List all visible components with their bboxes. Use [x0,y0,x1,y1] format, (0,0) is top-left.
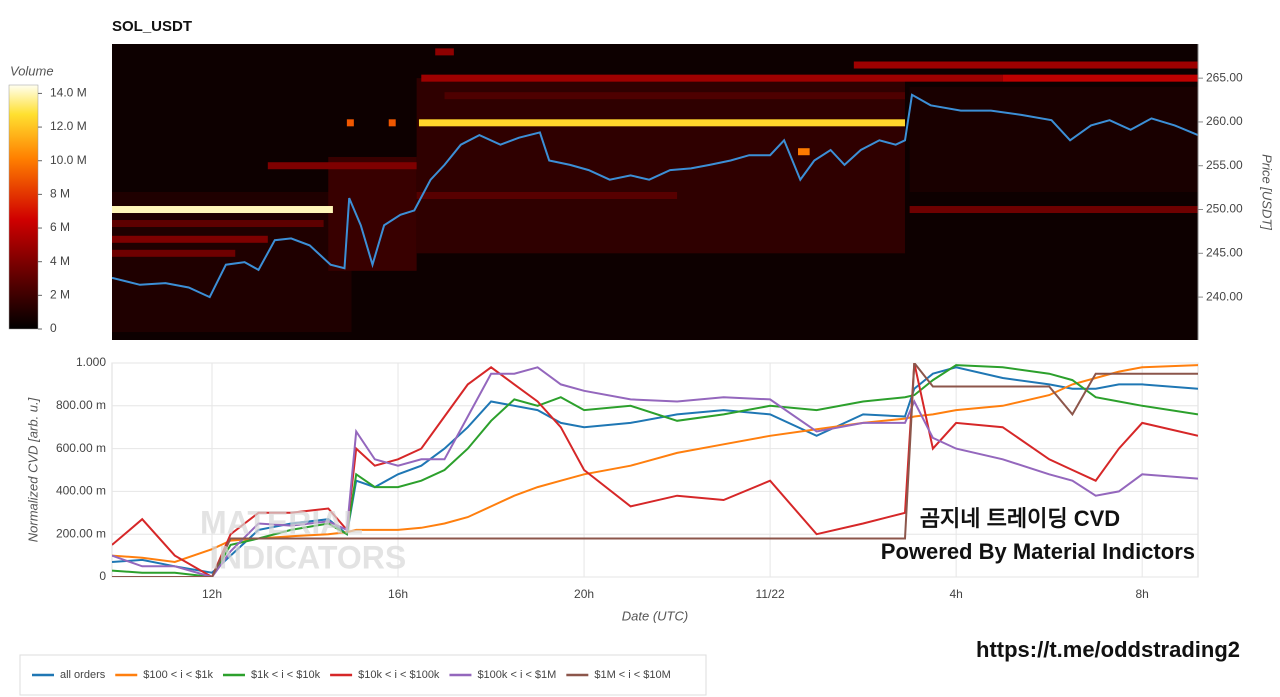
y-tick-label: 245.00 [1206,245,1243,259]
heatmap-cell [112,206,333,214]
y-tick-label: 400.00 m [56,484,106,498]
colorbar: 0 2 M 4 M 6 M 8 M 10.0 M 12.0 M 14.0 M [8,84,87,335]
legend-label: all orders [60,669,106,681]
heatmap-cell [909,206,1198,214]
y-tick-label: 260.00 [1206,114,1243,128]
annotation: Powered By Material Indictors [881,539,1195,564]
y-tick-label: 265.00 [1206,70,1243,84]
plot-area [111,362,1199,578]
colorbar-tick-label: 14.0 M [50,86,87,100]
y-tick-label: 1.000 [76,355,106,369]
y-tick-label: 240.00 [1206,289,1243,303]
x-tick-label: 16h [388,587,408,601]
colorbar-gradient [8,84,39,330]
y-tick-label: 200.00 m [56,526,106,540]
legend: all orders $100 < i < $1k $1k < i < $10k $1… [32,669,671,681]
annotation: 곰지네 트레이딩 CVD [920,506,1120,531]
x-tick-label: 20h [574,587,594,601]
x-tick-label: 4h [949,587,962,601]
cvd-line [112,366,1198,574]
series-group [112,363,1198,577]
annotation: https://t.me/oddstrading2 [976,637,1240,662]
y-tick-label: 0 [99,569,106,583]
heatmap [112,48,1198,333]
y-axis-title: Normalized CVD [arb. u.] [25,397,40,542]
cvd-line [112,363,1198,577]
chart-title: SOL_USDT [112,18,192,35]
heatmap-cell [435,48,454,56]
cvd-line [112,366,1198,577]
heatmap-cell [388,119,396,127]
heatmap-cell [909,86,1198,192]
colorbar-tick-label: 2 M [50,288,70,302]
heatmap-cell [416,192,678,200]
colorbar-tick-label: 4 M [50,254,70,268]
price-line [112,93,1198,299]
legend-label: $100k < i < $1M [477,669,556,681]
heatmap-cell [267,162,417,170]
heatmap-cell [416,78,905,254]
cvd-plot: 12h 16h 20h 11/22 4h 8h 0 200.00 m 400.00 m 600.0… [56,355,1198,601]
cvd-line [112,364,1198,564]
heatmap-cell [112,220,324,228]
heatmap-cell [418,119,905,127]
colorbar-tick-label: 0 [50,321,57,335]
x-tick-label: 11/22 [756,587,785,601]
legend-label: $1M < i < $10M [594,669,670,681]
y-tick-label: 800.00 m [56,398,106,412]
heatmap-cell [1002,74,1198,82]
legend-label: $1k < i < $10k [251,669,321,681]
legend-label: $100 < i < $1k [143,669,213,681]
legend-label: $10k < i < $100k [358,669,440,681]
cvd-line [112,363,1198,577]
heatmap-cell [346,119,354,127]
heatmap-cell [112,249,236,257]
colorbar-label: Volume [10,63,54,78]
watermark: MATERIAL [200,504,363,540]
colorbar-tick-label: 6 M [50,220,70,234]
colorbar-tick-label: 12.0 M [50,119,87,133]
colorbar-tick-label: 8 M [50,187,70,201]
colorbar-tick-label: 10.0 M [50,153,87,167]
y-axis-title: Price [USDT] [1260,154,1275,230]
heatmap-cell [444,92,905,100]
x-tick-label: 12h [202,587,222,601]
heatmap-cell [853,61,1198,69]
y-tick-label: 255.00 [1206,158,1243,172]
heatmap-cell [112,235,268,243]
x-axis-title: Date (UTC) [622,608,688,623]
watermark: INDICATORS [210,539,406,575]
heatmap-cell [798,148,810,156]
cvd-line [112,364,1198,577]
x-tick-label: 8h [1136,587,1149,601]
heatmap-cell [112,192,352,333]
heatmap-cell [421,74,1003,82]
y-tick-label: 250.00 [1206,202,1243,216]
y-tick-label: 600.00 m [56,441,106,455]
